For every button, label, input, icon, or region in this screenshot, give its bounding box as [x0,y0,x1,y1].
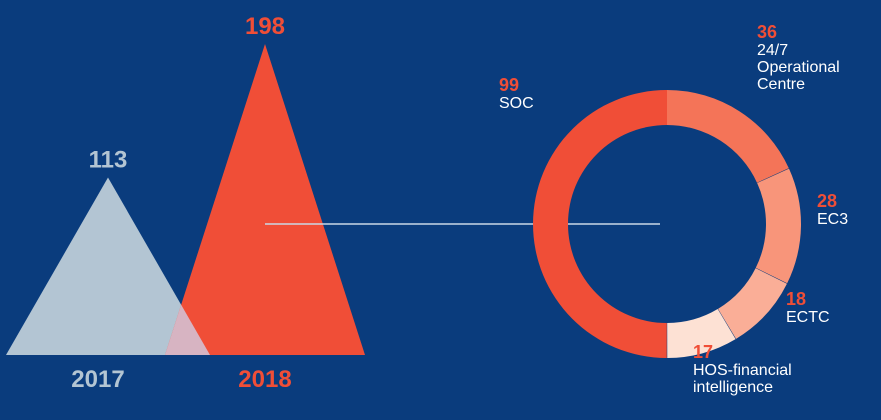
triangle-2017 [6,177,210,355]
triangle-overlap [165,304,210,355]
donut-segment-ec3 [755,168,801,284]
segment-label-line: Operational [757,59,840,76]
segment-label-line: intelligence [693,379,773,396]
donut-segment-hos-financial [667,309,736,358]
donut-segment-24-7 [667,90,789,183]
segment-value-24-7: 36 [757,22,777,42]
segment-value-hos-financial: 17 [693,342,713,362]
triangle-2018 [165,44,365,355]
donut-segment-ectc [718,268,787,339]
triangle-chart: 113 2017 198 2018 [6,13,365,393]
value-label-2018: 198 [245,13,285,40]
segment-label-ec3: EC3 [817,211,848,228]
segment-label-line: ECTC [786,309,830,326]
segment-label-line: EC3 [817,211,848,228]
segment-label-line: 24/7 [757,42,788,59]
segment-value-soc: 99 [499,75,519,95]
value-label-2017: 113 [89,147,128,174]
segment-label-line: Centre [757,76,805,93]
segment-label-line: SOC [499,95,534,112]
segment-label-ectc: ECTC [786,309,830,326]
year-label-2018: 2018 [238,366,291,393]
donut-segment-soc [533,90,667,358]
segment-label-hos-financial: HOS-financial intelligence [693,362,792,396]
segment-value-ec3: 28 [817,191,837,211]
segment-label-soc: SOC [499,95,534,112]
segment-label-24-7: 24/7 Operational Centre [757,42,840,93]
year-label-2017: 2017 [71,366,124,393]
segment-label-line: HOS-financial [693,362,792,379]
segment-value-ectc: 18 [786,289,806,309]
